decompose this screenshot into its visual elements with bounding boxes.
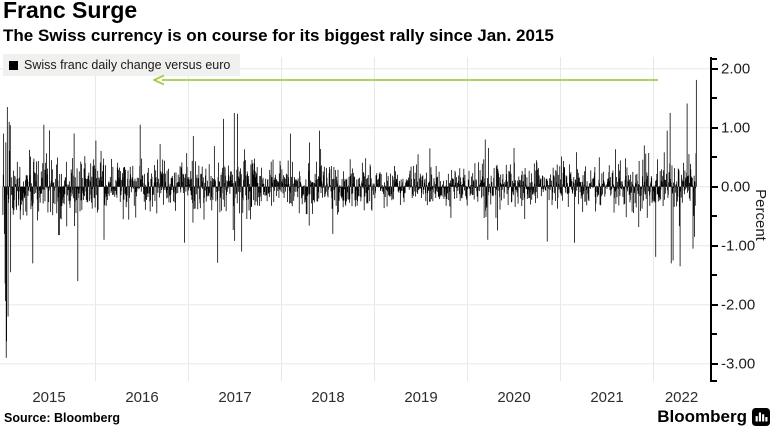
source-note: Source: Bloomberg <box>4 411 120 425</box>
y-minor-tick <box>711 274 717 276</box>
x-tick-label: 2017 <box>218 389 252 406</box>
x-tick-label: 2020 <box>497 389 531 406</box>
y-minor-tick <box>711 333 717 335</box>
y-major-tick <box>711 67 718 70</box>
x-tick-label: 2016 <box>125 389 159 406</box>
y-major-tick <box>711 185 718 188</box>
y-tick-label: -2.00 <box>721 296 756 314</box>
bloomberg-logo-icon <box>752 408 770 426</box>
y-tick-label: 0.00 <box>721 178 751 196</box>
y-minor-tick <box>711 156 717 158</box>
x-tick-label: 2015 <box>32 389 66 406</box>
y-minor-tick <box>711 215 717 217</box>
y-minor-tick <box>711 380 717 382</box>
chart-title: Franc Surge <box>3 0 138 23</box>
y-tick-label: -3.00 <box>721 355 756 373</box>
rally-annotation-arrow-icon <box>153 74 658 86</box>
y-tick-label: -1.00 <box>721 237 756 255</box>
y-minor-tick <box>711 58 717 60</box>
y-minor-tick <box>711 97 717 99</box>
legend-swatch-icon <box>9 60 18 70</box>
y-major-tick <box>711 303 718 306</box>
y-axis-line <box>710 57 712 382</box>
legend-label: Swiss franc daily change versus euro <box>24 58 231 72</box>
daily-change-bars-canvas <box>0 53 711 385</box>
y-major-tick <box>711 126 718 129</box>
bloomberg-branding: Bloomberg <box>657 407 770 427</box>
plot-area: Swiss franc daily change versus euro 2.0… <box>0 53 775 406</box>
chart-subtitle: The Swiss currency is on course for its … <box>3 26 554 45</box>
legend: Swiss franc daily change versus euro <box>3 54 241 76</box>
y-axis-title: Percent <box>752 189 769 241</box>
x-tick-label: 2021 <box>590 389 624 406</box>
arrow-head-left <box>153 74 165 86</box>
bloomberg-wordmark: Bloomberg <box>657 407 747 426</box>
x-tick-label: 2018 <box>311 389 345 406</box>
y-tick-label: 1.00 <box>721 119 751 137</box>
x-tick-label: 2022 <box>664 389 699 406</box>
x-tick-label: 2019 <box>404 389 438 406</box>
y-major-tick <box>711 244 718 247</box>
y-tick-label: 2.00 <box>721 60 751 78</box>
y-major-tick <box>711 362 718 365</box>
